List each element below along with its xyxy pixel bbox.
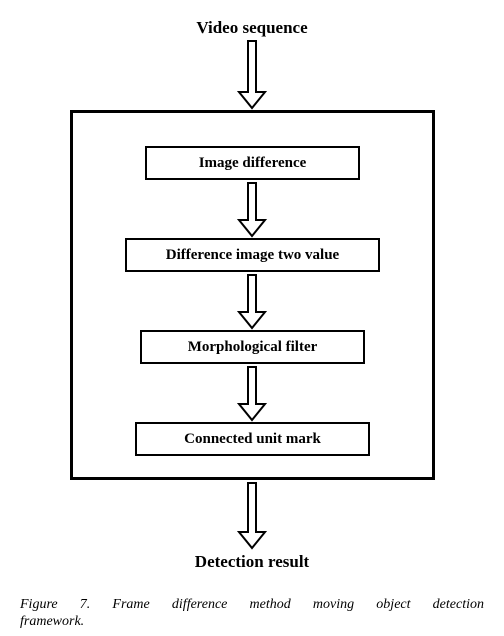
arrow-s3-s4 [237, 366, 267, 422]
figure-caption-line1: Figure 7. Frame difference method moving… [20, 596, 484, 614]
top-label: Video sequence [0, 18, 504, 38]
page: Video sequence Image difference Differen… [0, 0, 504, 636]
step-connected-unit-mark: Connected unit mark [135, 422, 370, 456]
bottom-label: Detection result [0, 552, 504, 572]
arrow-input [237, 40, 267, 110]
arrow-s2-s3 [237, 274, 267, 330]
step-morphological-filter: Morphological filter [140, 330, 365, 364]
step-image-difference: Image difference [145, 146, 360, 180]
arrow-s1-s2 [237, 182, 267, 238]
step-difference-image-two-value: Difference image two value [125, 238, 380, 272]
figure-caption-line2: framework. [20, 614, 84, 630]
arrow-output [237, 482, 267, 550]
